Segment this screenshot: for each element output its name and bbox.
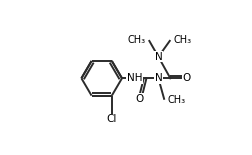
Text: N: N xyxy=(154,73,162,83)
Text: O: O xyxy=(182,73,190,83)
Text: N: N xyxy=(154,52,162,62)
Text: CH₃: CH₃ xyxy=(128,35,146,45)
Text: O: O xyxy=(135,94,143,104)
Text: CH₃: CH₃ xyxy=(173,35,192,45)
Text: NH: NH xyxy=(127,73,142,83)
Text: Cl: Cl xyxy=(107,114,117,124)
Text: CH₃: CH₃ xyxy=(167,95,185,105)
